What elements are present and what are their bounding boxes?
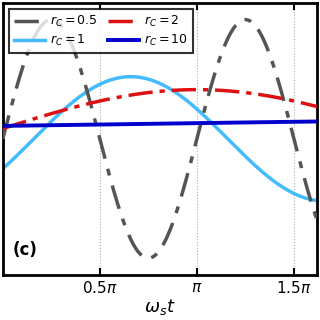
$r_C=1$ [1,167,5,171]
$r_C=10$ [306,120,309,124]
X-axis label: $\omega_s t$: $\omega_s t$ [144,297,176,317]
$r_C=2$ [315,105,319,108]
Legend: $r_C=0.5$, $r_C=1$, $r_C=2$, $r_C=10$: $r_C=0.5$, $r_C=1$, $r_C=2$, $r_C=10$ [9,9,193,53]
Line: $r_C=1$: $r_C=1$ [3,77,317,201]
$r_C=1$ [306,197,309,201]
$r_C=1$ [129,75,132,79]
$r_C=0.5$ [229,30,233,34]
$r_C=2$ [135,92,139,96]
$r_C=0.5$ [290,130,294,133]
$r_C=2$ [306,102,309,106]
$r_C=2$ [229,89,233,93]
Line: $r_C=0.5$: $r_C=0.5$ [3,20,317,258]
$r_C=0.5$ [306,188,310,192]
$r_C=0.5$ [315,219,319,222]
$r_C=10$ [290,120,294,124]
$r_C=0.5$ [147,256,150,260]
$r_C=1$ [290,191,294,195]
$r_C=0.5$ [136,249,140,253]
$r_C=2$ [290,99,294,102]
$r_C=1$ [136,75,140,79]
$r_C=2$ [195,88,199,92]
$r_C=2$ [1,127,5,131]
Line: $r_C=2$: $r_C=2$ [3,90,317,129]
$r_C=0.5$ [1,137,5,141]
Text: (c): (c) [12,241,37,259]
$r_C=10$ [1,124,5,128]
$r_C=2$ [133,92,137,96]
$r_C=0.5$ [133,245,137,249]
$r_C=10$ [315,120,319,124]
$r_C=1$ [315,199,319,203]
$r_C=10$ [133,122,137,126]
$r_C=10$ [135,122,139,126]
$r_C=1$ [229,140,233,144]
$r_C=0.5$ [150,255,154,259]
$r_C=1$ [150,78,154,82]
Line: $r_C=10$: $r_C=10$ [3,122,317,126]
$r_C=1$ [133,75,137,79]
$r_C=10$ [150,122,154,126]
$r_C=2$ [150,90,154,94]
$r_C=10$ [229,121,233,124]
$r_C=0.5$ [49,18,53,21]
